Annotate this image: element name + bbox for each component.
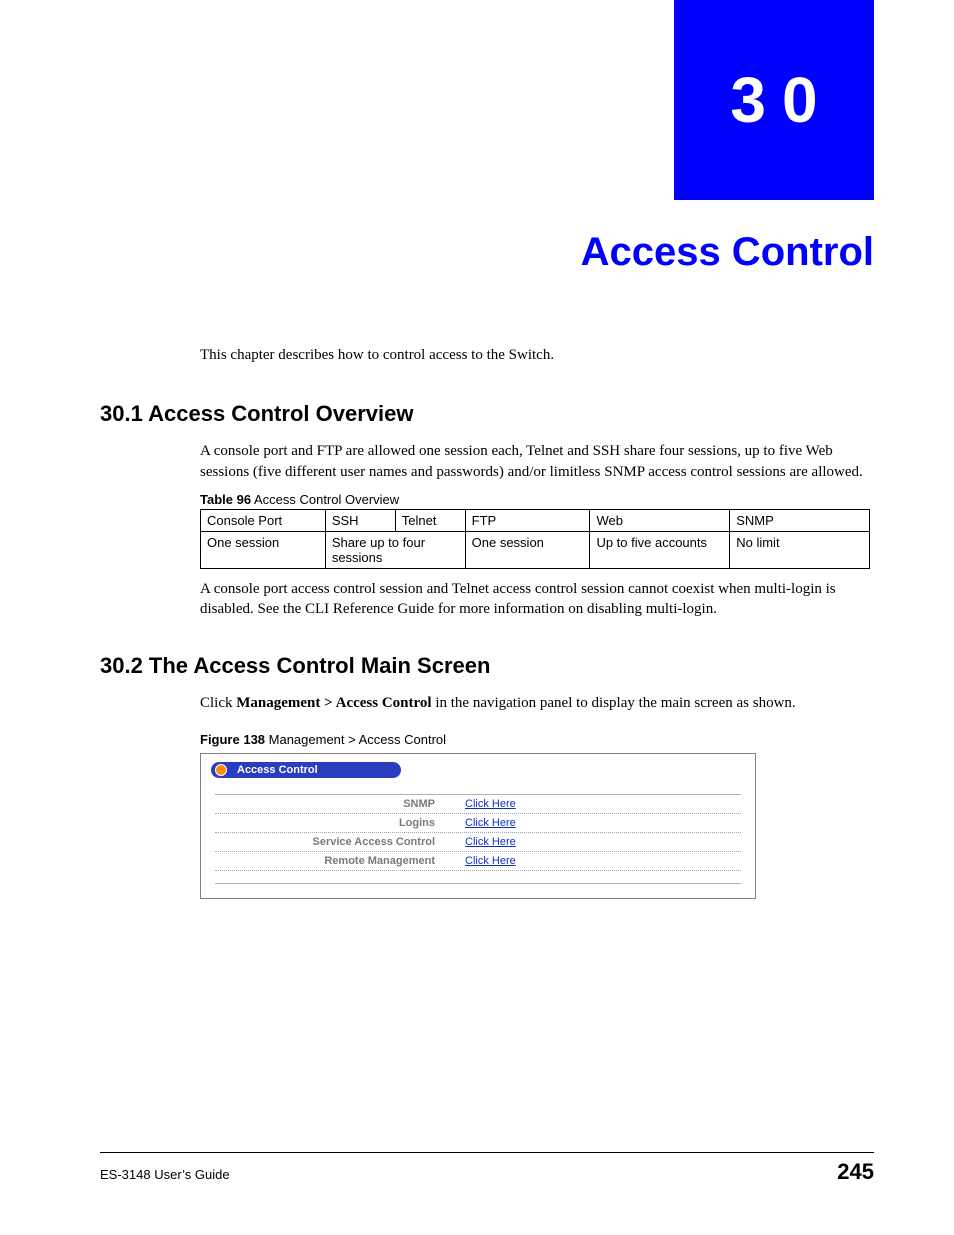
screenshot-title: Access Control bbox=[237, 764, 318, 776]
section-overview: 30.1 Access Control Overview A console p… bbox=[100, 401, 874, 619]
section-heading-main-screen: 30.2 The Access Control Main Screen bbox=[100, 653, 874, 679]
overview-para-2: A console port access control session an… bbox=[200, 579, 874, 620]
th-web: Web bbox=[590, 509, 730, 531]
th-console: Console Port bbox=[201, 509, 326, 531]
th-snmp: SNMP bbox=[730, 509, 870, 531]
table-caption-text: Access Control Overview bbox=[251, 492, 399, 507]
row-link-logins[interactable]: Click Here bbox=[465, 816, 516, 831]
chapter-title: Access Control bbox=[100, 230, 874, 275]
figure-caption-text: Management > Access Control bbox=[265, 732, 446, 747]
section-heading-overview: 30.1 Access Control Overview bbox=[100, 401, 874, 427]
footer-doc-title: ES-3148 User’s Guide bbox=[100, 1167, 230, 1182]
table-data-row: One session Share up to four sessions On… bbox=[201, 531, 870, 568]
access-control-screenshot: Access Control SNMP Click Here Logins Cl… bbox=[200, 753, 756, 899]
th-ssh: SSH bbox=[325, 509, 395, 531]
td-console: One session bbox=[201, 531, 326, 568]
pill-dot-icon bbox=[215, 764, 227, 776]
chapter-number: 30 bbox=[714, 63, 833, 137]
figure-caption: Figure 138 Management > Access Control bbox=[200, 732, 874, 747]
table-caption: Table 96 Access Control Overview bbox=[200, 492, 874, 507]
th-ftp: FTP bbox=[465, 509, 590, 531]
row-label-service-access: Service Access Control bbox=[215, 835, 465, 850]
row-link-remote-mgmt[interactable]: Click Here bbox=[465, 854, 516, 869]
overview-para-1: A console port and FTP are allowed one s… bbox=[200, 441, 874, 482]
table-header-row: Console Port SSH Telnet FTP Web SNMP bbox=[201, 509, 870, 531]
chapter-intro: This chapter describes how to control ac… bbox=[200, 345, 874, 365]
td-ftp: One session bbox=[465, 531, 590, 568]
figure-caption-lead: Figure 138 bbox=[200, 732, 265, 747]
row-link-service-access[interactable]: Click Here bbox=[465, 835, 516, 850]
screenshot-header: Access Control bbox=[211, 762, 745, 780]
table-caption-lead: Table 96 bbox=[200, 492, 251, 507]
chapter-number-block: 30 bbox=[674, 0, 874, 200]
th-telnet: Telnet bbox=[395, 509, 465, 531]
overview-table: Console Port SSH Telnet FTP Web SNMP One… bbox=[200, 509, 870, 569]
row-label-logins: Logins bbox=[215, 816, 465, 831]
para-bold-path: Management > Access Control bbox=[236, 695, 431, 711]
td-ssh-telnet: Share up to four sessions bbox=[325, 531, 465, 568]
para-prefix: Click bbox=[200, 695, 236, 711]
section-main-screen: 30.2 The Access Control Main Screen Clic… bbox=[100, 653, 874, 898]
screenshot-row-snmp: SNMP Click Here bbox=[215, 795, 741, 814]
td-snmp: No limit bbox=[730, 531, 870, 568]
screenshot-row-logins: Logins Click Here bbox=[215, 814, 741, 833]
main-screen-para: Click Management > Access Control in the… bbox=[200, 693, 874, 713]
page: 30 Access Control This chapter describes… bbox=[0, 0, 954, 1235]
content-area: This chapter describes how to control ac… bbox=[100, 345, 874, 933]
row-link-snmp[interactable]: Click Here bbox=[465, 797, 516, 812]
row-label-remote-mgmt: Remote Management bbox=[215, 854, 465, 869]
para-suffix: in the navigation panel to display the m… bbox=[432, 695, 796, 711]
footer-page-number: 245 bbox=[837, 1159, 874, 1185]
screenshot-rule-bottom bbox=[215, 883, 741, 884]
screenshot-title-pill: Access Control bbox=[211, 762, 401, 778]
screenshot-row-remote-mgmt: Remote Management Click Here bbox=[215, 852, 741, 871]
td-web: Up to five accounts bbox=[590, 531, 730, 568]
screenshot-row-service-access: Service Access Control Click Here bbox=[215, 833, 741, 852]
row-label-snmp: SNMP bbox=[215, 797, 465, 812]
page-footer: ES-3148 User’s Guide 245 bbox=[100, 1152, 874, 1185]
